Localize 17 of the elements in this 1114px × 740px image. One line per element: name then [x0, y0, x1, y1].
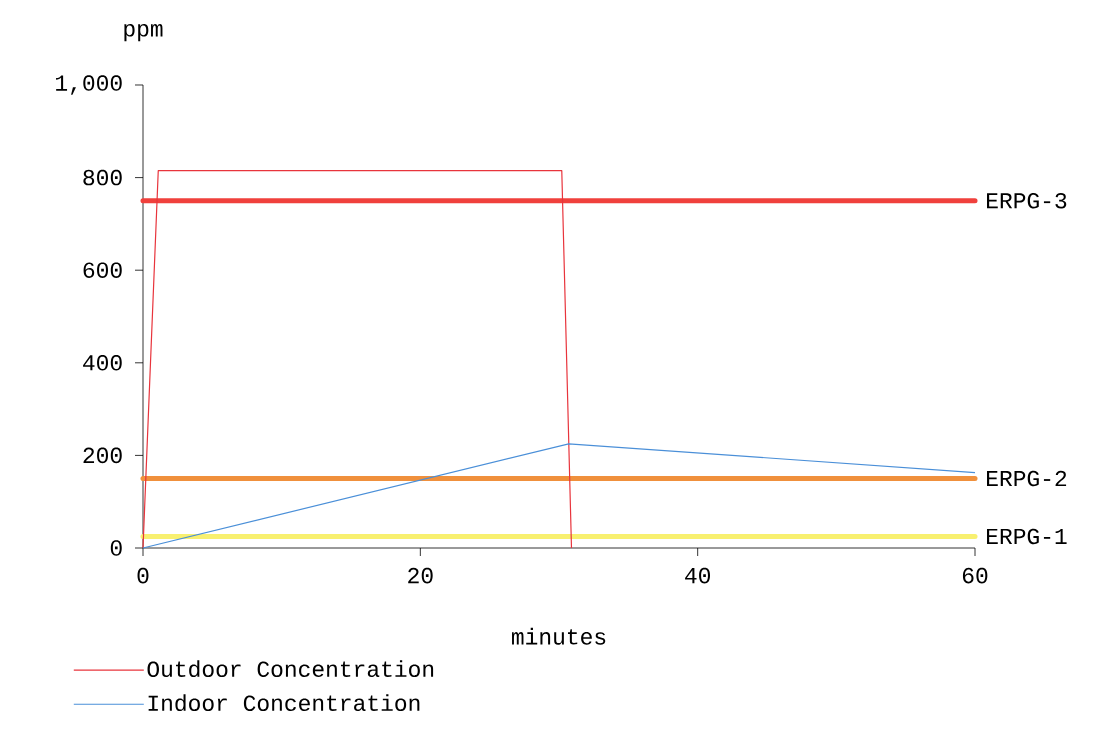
y-tick-label: 800 [83, 169, 122, 186]
y-tick-label: 600 [83, 262, 122, 278]
x-tick-label: 20 [408, 567, 433, 584]
ref-line-label: ERPG-3 [987, 192, 1067, 209]
y-tick-label: 1,000 [56, 75, 122, 95]
legend-label: Indoor Concentration [148, 694, 420, 712]
legend-label: Outdoor Concentration [147, 660, 434, 678]
ref-line-label: ERPG-2 [987, 470, 1067, 487]
y-axis-title: ppm [124, 24, 163, 42]
ref-line-label: ERPG-1 [987, 528, 1067, 545]
x-tick-label: 0 [137, 567, 149, 584]
y-tick-label: 0 [110, 540, 122, 556]
y-tick-label: 400 [83, 355, 122, 371]
x-tick-label: 60 [962, 567, 988, 584]
y-tick-label: 200 [83, 447, 122, 464]
x-tick-label: 40 [685, 567, 711, 584]
x-axis-title: minutes [511, 627, 606, 645]
